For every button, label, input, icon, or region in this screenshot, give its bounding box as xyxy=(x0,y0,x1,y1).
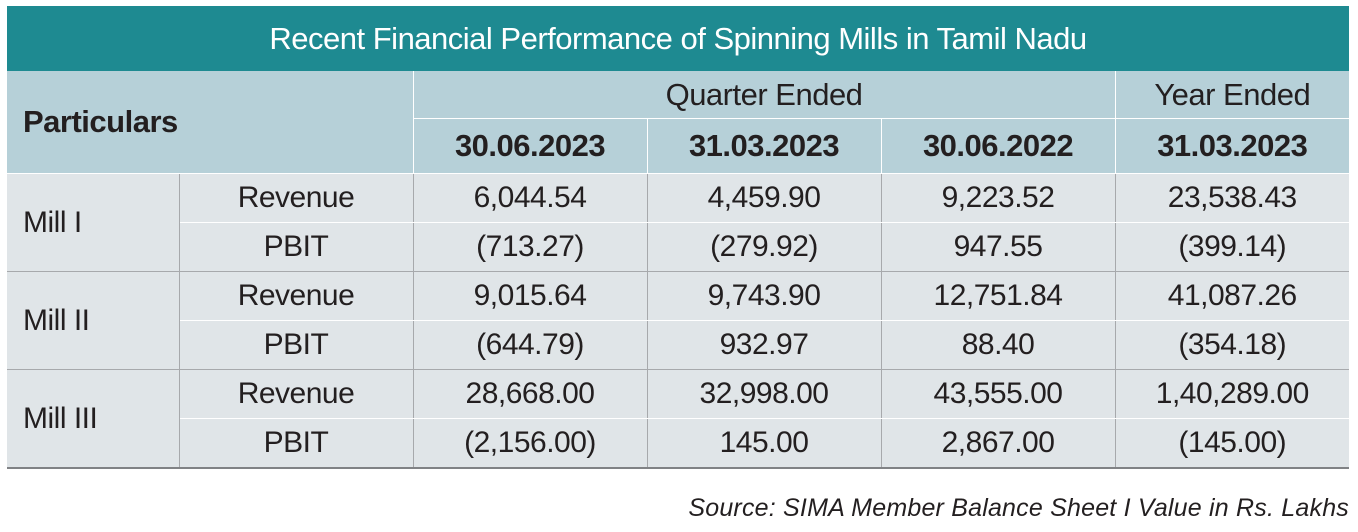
date-header: 30.06.2022 xyxy=(880,118,1116,174)
mill-name: Mill I xyxy=(7,173,180,272)
quarter-ended-header: Quarter Ended xyxy=(412,71,1116,119)
value-cell: 932.97 xyxy=(646,320,882,370)
source-note: Source: SIMA Member Balance Sheet I Valu… xyxy=(688,494,1349,522)
value-cell: (279.92) xyxy=(646,222,882,272)
metric-label: Revenue xyxy=(178,369,414,419)
table-header: Particulars Quarter Ended Year Ended 30.… xyxy=(7,71,1350,174)
metric-label: Revenue xyxy=(178,173,414,223)
value-cell: 41,087.26 xyxy=(1114,271,1350,321)
table-row: PBIT (713.27) (279.92) 947.55 (399.14) xyxy=(7,222,1350,272)
year-ended-header: Year Ended xyxy=(1114,71,1350,119)
value-cell: 88.40 xyxy=(880,320,1116,370)
value-cell: 1,40,289.00 xyxy=(1114,369,1350,419)
value-cell: 6,044.54 xyxy=(412,173,648,223)
value-cell: 947.55 xyxy=(880,222,1116,272)
mill-name: Mill II xyxy=(7,271,180,370)
table-row: PBIT (2,156.00) 145.00 2,867.00 (145.00) xyxy=(7,418,1350,469)
value-cell: (713.27) xyxy=(412,222,648,272)
value-cell: 4,459.90 xyxy=(646,173,882,223)
value-cell: (2,156.00) xyxy=(412,418,648,469)
value-cell: (644.79) xyxy=(412,320,648,370)
metric-label: Revenue xyxy=(178,271,414,321)
financial-performance-table-container: Recent Financial Performance of Spinning… xyxy=(7,6,1350,469)
value-cell: 23,538.43 xyxy=(1114,173,1350,223)
financial-table: Particulars Quarter Ended Year Ended 30.… xyxy=(7,71,1350,469)
value-cell: 28,668.00 xyxy=(412,369,648,419)
date-header: 31.03.2023 xyxy=(646,118,882,174)
metric-label: PBIT xyxy=(179,320,414,370)
metric-label: PBIT xyxy=(179,222,414,272)
value-cell: (145.00) xyxy=(1114,418,1350,469)
table-row: Mill II Revenue 9,015.64 9,743.90 12,751… xyxy=(7,271,1350,370)
table-row: PBIT (644.79) 932.97 88.40 (354.18) xyxy=(7,320,1350,370)
value-cell: 32,998.00 xyxy=(646,369,882,419)
value-cell: 9,223.52 xyxy=(880,173,1116,223)
particulars-header: Particulars xyxy=(7,71,414,174)
table-row: Mill III Revenue 28,668.00 32,998.00 43,… xyxy=(7,369,1350,469)
value-cell: 43,555.00 xyxy=(880,369,1116,419)
table-title: Recent Financial Performance of Spinning… xyxy=(7,6,1349,71)
value-cell: 145.00 xyxy=(646,418,882,469)
date-header: 31.03.2023 xyxy=(1114,118,1350,174)
date-header: 30.06.2023 xyxy=(412,118,648,174)
value-cell: (354.18) xyxy=(1114,320,1350,370)
metric-label: PBIT xyxy=(179,418,414,469)
value-cell: (399.14) xyxy=(1114,222,1350,272)
value-cell: 2,867.00 xyxy=(880,418,1116,469)
mill-name: Mill III xyxy=(7,369,180,469)
value-cell: 12,751.84 xyxy=(880,271,1116,321)
table-body: Mill I Revenue 6,044.54 4,459.90 9,223.5… xyxy=(7,173,1350,469)
table-row: Mill I Revenue 6,044.54 4,459.90 9,223.5… xyxy=(7,173,1350,272)
value-cell: 9,743.90 xyxy=(646,271,882,321)
value-cell: 9,015.64 xyxy=(412,271,648,321)
